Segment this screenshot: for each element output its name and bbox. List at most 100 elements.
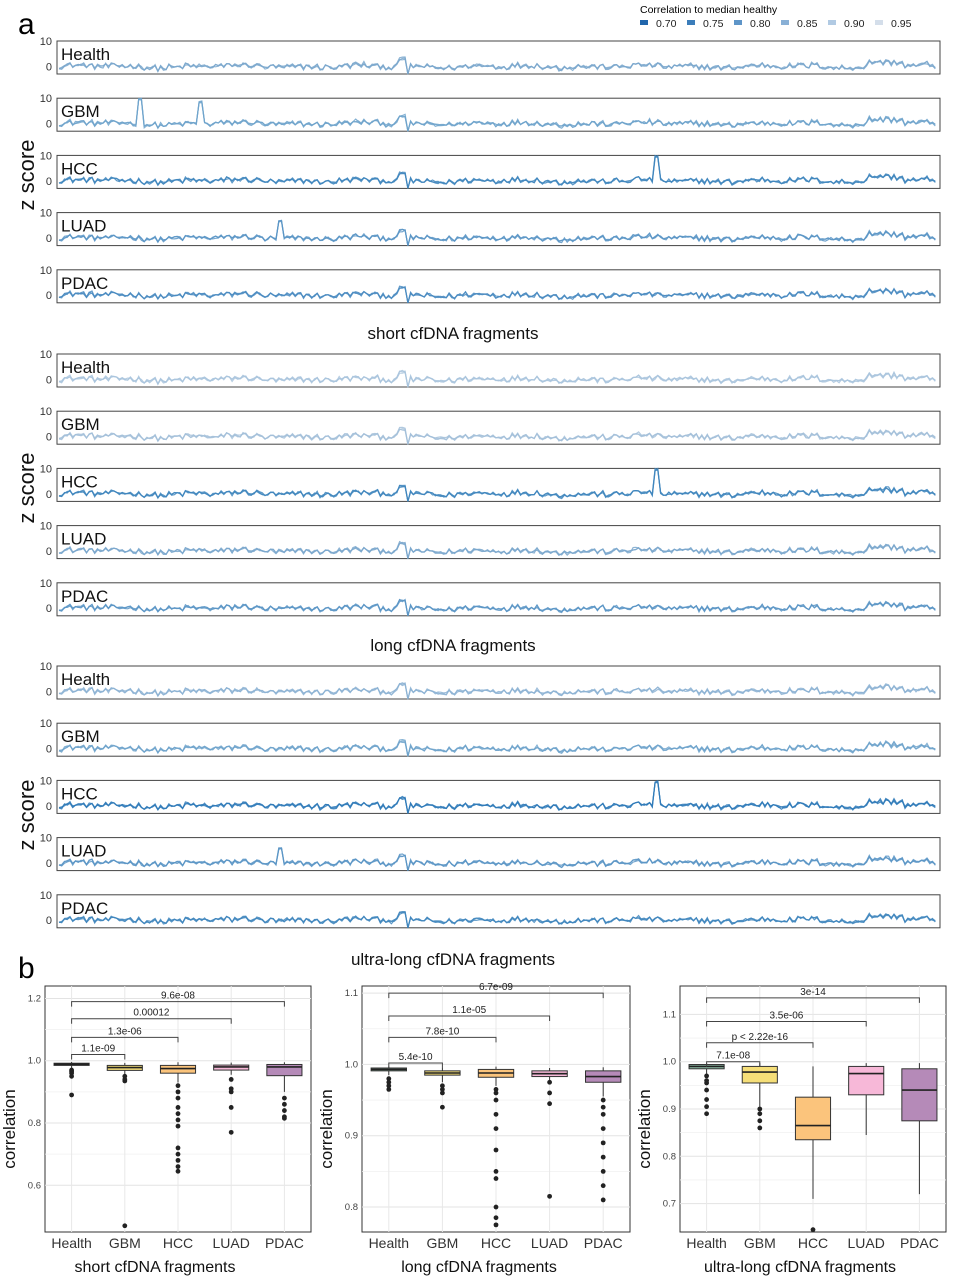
box <box>741 1065 778 1084</box>
p-value-label: 3.5e-06 <box>769 1010 803 1021</box>
x-axis-label: short cfDNA fragments <box>367 324 538 343</box>
outlier-point <box>282 1101 287 1107</box>
y-tick-label: 1.2 <box>28 993 41 1004</box>
zscore-trace <box>58 781 936 814</box>
x-tick-label: HCC <box>163 1235 193 1251</box>
y-tick-label: 0 <box>46 801 52 813</box>
zscore-trace <box>58 738 936 757</box>
outlier-point <box>386 1083 392 1089</box>
box <box>901 1068 938 1122</box>
x-tick-label: LUAD <box>531 1235 568 1251</box>
significance-bracket <box>388 992 604 999</box>
legend-swatch <box>828 20 836 25</box>
outlier-point <box>122 1078 128 1084</box>
outlier-point <box>282 1108 287 1113</box>
outlier-point <box>228 1089 234 1095</box>
zscore-trace <box>58 847 936 871</box>
outlier-point <box>440 1086 445 1092</box>
y-tick-label: 10 <box>40 349 52 361</box>
outlier-point <box>175 1151 181 1157</box>
outlier-point <box>547 1193 552 1199</box>
zscore-trace <box>58 285 936 303</box>
p-value-label: 6.7e-09 <box>479 982 513 993</box>
y-tick-label: 0 <box>46 858 52 870</box>
outlier-point <box>757 1118 763 1124</box>
outlier-point <box>386 1076 392 1082</box>
outlier-point <box>757 1106 763 1112</box>
facet-label: LUAD <box>61 530 106 549</box>
outlier-point <box>600 1111 606 1117</box>
y-tick-label: 10 <box>40 890 52 902</box>
outlier-point <box>704 1073 709 1079</box>
legend-swatch <box>875 20 883 25</box>
y-tick-label: 10 <box>40 718 52 730</box>
track-group: 10 0 Health 10 0 GBM 10 0 HCC 10 0 LUAD 10 0 PDAC short… <box>14 36 941 343</box>
outlier-point <box>704 1104 709 1110</box>
y-tick-label: 0 <box>46 489 52 501</box>
significance-bracket <box>706 1061 761 1067</box>
p-value-label: 3e-14 <box>800 987 826 998</box>
facet-label: Health <box>61 358 110 377</box>
boxplot-panel: 0.6 0.8 1.0 1.2 Health GBM HCC LUAD PDAC 1.1e-09 1… <box>0 985 312 1276</box>
outlier-point <box>175 1123 181 1129</box>
zscore-trace <box>58 682 936 700</box>
box <box>266 1063 303 1077</box>
track-frame <box>56 154 941 189</box>
outlier-point <box>122 1223 128 1229</box>
x-tick-label: Health <box>686 1235 726 1251</box>
zscore-trace <box>58 220 936 246</box>
outlier-point <box>175 1117 181 1123</box>
legend-swatch <box>734 20 742 25</box>
legend-label: 0.70 <box>656 18 677 30</box>
significance-bracket <box>706 1042 814 1048</box>
outlier-point <box>547 1101 552 1107</box>
outlier-point <box>493 1086 499 1092</box>
outlier-point <box>600 1126 606 1132</box>
significance-bracket <box>388 1015 551 1021</box>
y-tick-label: 0.9 <box>345 1131 358 1142</box>
legend-swatch <box>640 20 648 25</box>
legend-swatch <box>687 20 695 25</box>
y-tick-label: 0 <box>46 546 52 558</box>
outlier-point <box>810 1227 816 1233</box>
legend: 0.70 0.75 0.80 0.85 0.90 0.95 <box>640 18 912 30</box>
track-frame <box>56 779 941 814</box>
y-tick-label: 10 <box>40 150 52 162</box>
outlier-point <box>282 1115 287 1121</box>
y-tick-label: 10 <box>40 775 52 787</box>
y-axis-label: correlation <box>635 1089 654 1168</box>
significance-bracket <box>388 1036 497 1043</box>
outlier-point <box>175 1157 181 1163</box>
facet-label: LUAD <box>61 217 106 236</box>
outlier-point <box>493 1168 499 1174</box>
outlier-point <box>600 1197 606 1203</box>
outlier-point <box>175 1111 181 1117</box>
track-frame <box>56 212 941 247</box>
outlier-point <box>704 1087 709 1093</box>
boxplot-panel: 0.8 0.9 1.0 1.1 Health GBM HCC LUAD PDAC 5.4e-10 7… <box>317 982 631 1276</box>
outlier-point <box>757 1125 763 1131</box>
x-tick-label: Health <box>369 1235 409 1251</box>
x-tick-label: GBM <box>426 1235 458 1251</box>
outlier-point <box>757 1111 763 1117</box>
track-frame <box>56 97 941 132</box>
y-tick-label: 0 <box>46 744 52 756</box>
y-tick-label: 0.8 <box>663 1151 676 1162</box>
facet-label: GBM <box>61 415 100 434</box>
y-tick-label: 0.6 <box>28 1180 41 1191</box>
p-value-label: 0.00012 <box>133 1008 170 1019</box>
y-tick-label: 10 <box>40 265 52 277</box>
zscore-trace <box>58 426 936 445</box>
y-tick-label: 1.0 <box>663 1057 676 1068</box>
y-axis-label: z score <box>14 780 39 851</box>
x-tick-label: GBM <box>109 1235 141 1251</box>
facet-label: GBM <box>61 727 100 746</box>
facet-label: HCC <box>61 784 98 803</box>
y-tick-label: 0 <box>46 119 52 131</box>
x-axis-label: long cfDNA fragments <box>370 636 535 655</box>
legend-label: 0.85 <box>797 18 818 30</box>
significance-bracket <box>706 997 920 1003</box>
facet-label: Health <box>61 45 110 64</box>
track-frame <box>56 269 941 304</box>
track-frame <box>56 353 941 388</box>
